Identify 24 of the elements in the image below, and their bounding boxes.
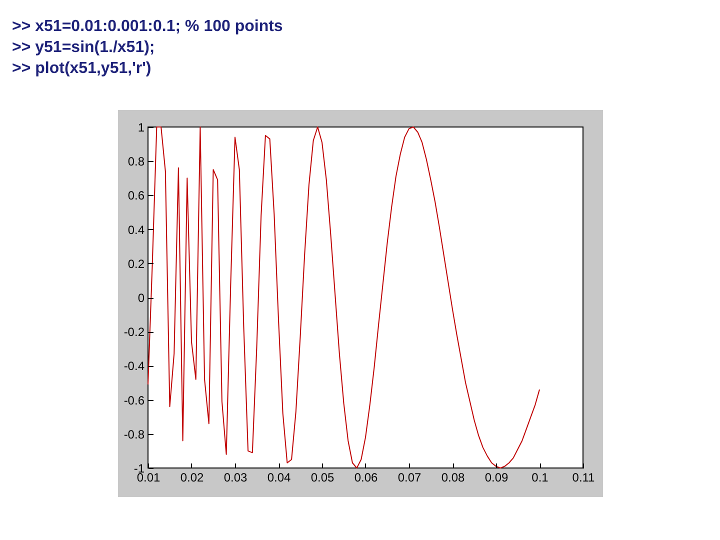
x-tick-label: 0.04 <box>267 470 291 484</box>
y-tick-label: 0 <box>138 291 145 305</box>
y-tick-label: 0.2 <box>128 256 145 271</box>
text: >> y51=sin(1./x51); <box>12 39 155 56</box>
y-tick-label: 0.6 <box>128 188 145 203</box>
x-tick-label: 0.09 <box>484 470 508 484</box>
text: >> plot(x51,y51,'r') <box>12 60 152 77</box>
x-tick-label: 0.03 <box>224 470 248 484</box>
y-tick-label: 0.4 <box>128 222 145 237</box>
x-tick-label: 0.11 <box>572 470 596 484</box>
y-tick-label: -0.6 <box>124 393 145 408</box>
y-tick-label: 1 <box>138 120 145 134</box>
y-tick-label: -0.2 <box>124 325 145 340</box>
x-tick-label: 0.1 <box>532 470 549 484</box>
y-tick-label: -0.4 <box>124 359 145 374</box>
x-tick-label: 0.05 <box>310 470 334 484</box>
x-tick-label: 0.06 <box>354 470 378 484</box>
y-tick-label: -0.8 <box>124 427 145 442</box>
line-series <box>148 126 540 468</box>
y-tick-label: 0.8 <box>128 154 145 169</box>
x-tick-label: 0.02 <box>180 470 204 484</box>
x-tick-label: 0.08 <box>441 470 465 484</box>
text: >> x51=0.01:0.001:0.1; % 100 points <box>12 18 283 35</box>
x-tick-label: 0.07 <box>398 470 422 484</box>
